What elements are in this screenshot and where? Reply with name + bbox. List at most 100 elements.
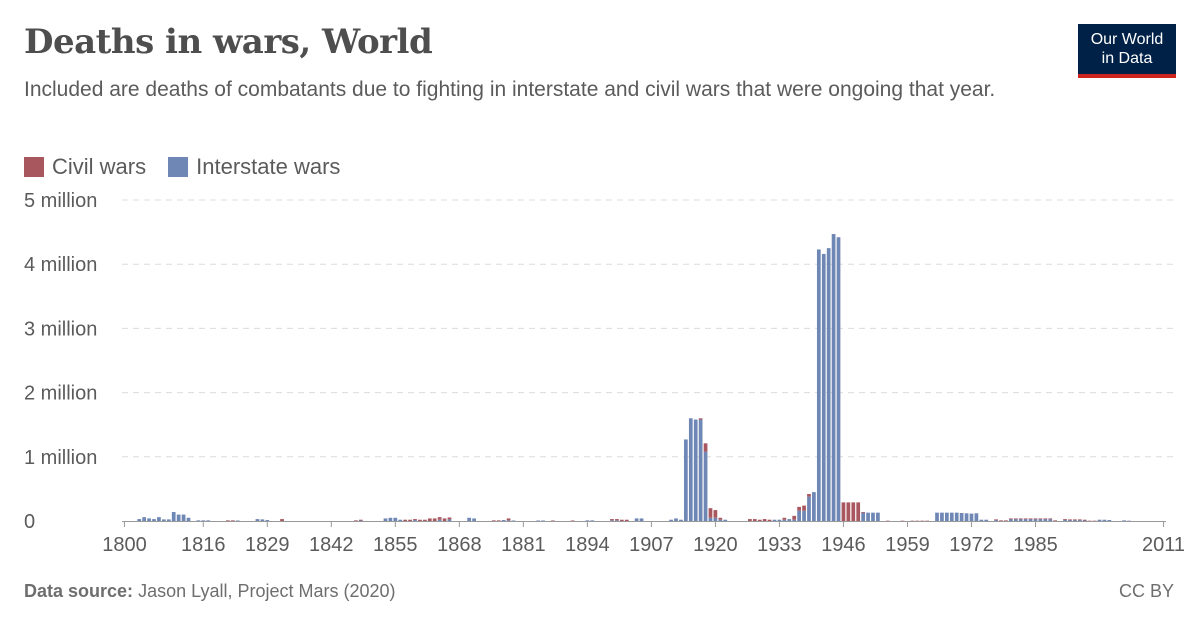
x-tick-label: 2011 [1142, 534, 1185, 556]
bar-interstate-1921 [718, 519, 723, 521]
bar-interstate-1848 [358, 520, 363, 522]
bar-interstate-1933 [777, 519, 782, 521]
bar-interstate-1884 [536, 520, 540, 522]
bar-interstate-2000 [1107, 520, 1112, 521]
bar-civil-1875 [491, 520, 496, 522]
page-title: Deaths in wars, World [24, 22, 433, 62]
bar-civil-1859 [413, 519, 417, 521]
bar-interstate-1944 [831, 234, 836, 521]
bar-civil-1822 [230, 520, 235, 522]
bar-interstate-1937 [797, 510, 801, 521]
bar-civil-1995 [1082, 519, 1087, 521]
bar-interstate-1935 [787, 519, 792, 521]
legend-swatch-interstate [168, 157, 189, 177]
legend-item-civil[interactable]: Civil wars [24, 154, 146, 180]
bar-interstate-1870 [467, 517, 472, 521]
bar-civil-1986 [1038, 518, 1043, 520]
bar-interstate-1816 [201, 520, 206, 522]
bar-interstate-1991 [1063, 519, 1067, 521]
bar-civil-1994 [1077, 519, 1082, 521]
bar-interstate-1915 [688, 418, 693, 521]
legend-label-interstate: Interstate wars [196, 154, 341, 179]
x-tick-label: 1894 [565, 534, 610, 556]
x-tick-label: 1881 [501, 534, 546, 556]
bar-civil-1977 [994, 519, 998, 521]
bar-interstate-1984 [1028, 519, 1033, 521]
bar-civil-1917 [698, 418, 703, 420]
bar-interstate-1974 [979, 519, 984, 521]
bar-interstate-1988 [1048, 519, 1053, 521]
bar-civil-1901 [619, 519, 624, 521]
bar-civil-1928 [752, 519, 757, 521]
bar-interstate-1950 [861, 512, 866, 521]
bar-interstate-1871 [472, 518, 476, 521]
logo-line-2: in Data [1101, 50, 1153, 67]
bar-civil-1891 [570, 520, 575, 522]
x-tick-label: 1842 [309, 534, 354, 556]
bar-interstate-1969 [954, 512, 959, 521]
owid-logo[interactable]: Our World in Data [1078, 24, 1176, 78]
bar-civil-1920 [713, 510, 718, 518]
bar-interstate-1807 [157, 517, 161, 521]
bar-interstate-1899 [610, 520, 614, 522]
x-tick-label: 1985 [1013, 534, 1058, 556]
bar-interstate-1815 [196, 520, 201, 522]
bar-interstate-1986 [1038, 519, 1043, 521]
bar-interstate-1864 [437, 519, 442, 521]
bar-interstate-1970 [959, 512, 964, 521]
bar-civil-1992 [1068, 519, 1072, 521]
bar-civil-1930 [762, 519, 767, 521]
bar-civil-1931 [767, 519, 772, 521]
bar-interstate-1919 [708, 517, 713, 521]
bar-civil-1899 [610, 519, 614, 521]
bar-interstate-1854 [388, 517, 393, 521]
bar-interstate-1938 [802, 510, 806, 521]
bar-interstate-1943 [826, 248, 831, 521]
bar-interstate-1936 [792, 519, 797, 521]
bar-interstate-1823 [235, 520, 240, 522]
bar-interstate-1967 [944, 512, 949, 521]
bar-civil-1821 [226, 520, 230, 522]
legend-item-interstate[interactable]: Interstate wars [168, 154, 340, 180]
x-tick-label: 1946 [821, 534, 866, 556]
bar-interstate-1895 [590, 520, 595, 522]
bar-civil-1979 [1004, 520, 1008, 522]
y-tick-label: 5 million [24, 190, 97, 212]
x-tick-label: 1855 [373, 534, 418, 556]
bar-civil-1984 [1028, 518, 1033, 520]
license-link[interactable]: CC BY [1118, 581, 1174, 601]
y-tick-label: 0 [24, 511, 35, 533]
bar-civil-1866 [447, 517, 452, 520]
bar-civil-1858 [408, 519, 412, 521]
bar-civil-1949 [856, 502, 861, 521]
bar-interstate-1920 [713, 517, 718, 521]
bar-interstate-1992 [1068, 520, 1072, 521]
x-tick-label: 1868 [437, 534, 482, 556]
bar-interstate-1922 [723, 519, 728, 521]
bar-civil-1950 [861, 512, 866, 513]
x-tick-label: 1800 [102, 534, 147, 556]
bar-interstate-1980 [1009, 519, 1013, 521]
bar-civil-1938 [802, 505, 806, 511]
bar-interstate-1951 [866, 512, 870, 521]
chart-subtitle: Included are deaths of combatants due to… [24, 78, 996, 101]
bar-interstate-2003 [1122, 520, 1127, 522]
bar-civil-1937 [797, 506, 801, 511]
bar-civil-1987 [1043, 518, 1048, 520]
bar-civil-1902 [624, 519, 629, 521]
legend-swatch-civil [24, 157, 44, 177]
bar-interstate-1879 [511, 520, 516, 522]
bar-interstate-1918 [703, 451, 708, 521]
bar-interstate-1916 [693, 419, 698, 521]
bar-interstate-1811 [176, 514, 181, 521]
bar-interstate-1866 [447, 519, 452, 521]
bar-interstate-1998 [1097, 519, 1102, 521]
bar-interstate-1812 [181, 514, 186, 521]
bar-interstate-1808 [161, 519, 166, 521]
bar-interstate-1911 [669, 519, 673, 521]
bar-interstate-1940 [812, 492, 816, 521]
bar-civil-1918 [703, 443, 708, 452]
bar-civil-1980 [1009, 518, 1013, 520]
bar-civil-1862 [427, 518, 432, 521]
bar-interstate-1945 [836, 237, 841, 521]
